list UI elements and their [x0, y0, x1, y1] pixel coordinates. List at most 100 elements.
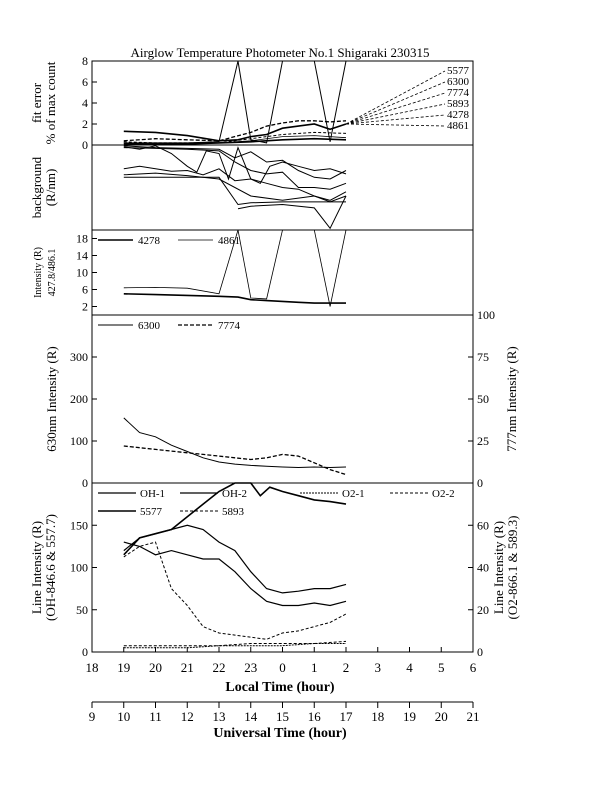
- universal-x-tick-label: 20: [435, 709, 448, 724]
- y-tick-label-right: 100: [477, 308, 495, 322]
- panel-630-777: 0 100 200 300 0 25 50 75 100 630nm Intensity (R) 7…: [44, 308, 519, 490]
- series-line-4278: [123, 293, 346, 304]
- y-axis-label: 630nm Intensity (R): [44, 346, 59, 451]
- series-line-5893: [123, 131, 347, 144]
- local-x-tick-label: 3: [375, 660, 382, 675]
- y-tick-label: 0: [82, 476, 88, 490]
- universal-x-tick-label: 9: [89, 709, 96, 724]
- panel-fit-error: 0 2 4 6 8 fit error% of max count 557763007774…: [29, 54, 474, 152]
- legend-leader-7774: [345, 92, 446, 125]
- local-x-tick-label: 4: [406, 660, 413, 675]
- y-tick-label: 2: [82, 300, 88, 314]
- y-tick-label: 0: [82, 138, 88, 152]
- y-tick-label-right: 0: [477, 476, 483, 490]
- universal-x-tick-label: 16: [308, 709, 322, 724]
- y-tick-label-right: 0: [477, 645, 483, 659]
- y-axis-label: Intensity (R): [33, 247, 44, 298]
- series-line-7774: [123, 445, 347, 476]
- series-line-bg-0: [123, 145, 347, 184]
- y-axis-label: background: [29, 156, 44, 218]
- y-tick-label: 4: [82, 96, 88, 110]
- legend-leader-4861: [345, 123, 446, 127]
- legend-label-O2-2: O2-2: [432, 488, 455, 500]
- local-x-tick-label: 6: [470, 660, 477, 675]
- legend-label-4861: 4861: [447, 120, 469, 132]
- series-line-4861: [123, 135, 347, 145]
- legend-leader-5577: [345, 70, 446, 125]
- legend-leader-4278: [345, 114, 446, 125]
- y-tick-label-right: 50: [477, 392, 489, 406]
- panel-frame: [91, 314, 474, 484]
- y-tick-label: 100: [70, 434, 88, 448]
- y-axis-label-right: Line Intensity (R): [491, 521, 506, 614]
- universal-x-tick-label: 21: [467, 709, 480, 724]
- legend-label-6300: 6300: [447, 76, 470, 88]
- y-axis-label: (R/nm): [43, 169, 58, 207]
- universal-x-tick-label: 18: [371, 709, 384, 724]
- local-x-tick-label: 1: [311, 660, 318, 675]
- y-tick-label: 10: [76, 266, 88, 280]
- universal-time-axis-label: Universal Time (hour): [213, 726, 347, 741]
- y-tick-label: 8: [82, 54, 88, 68]
- y-axis-label: fit error: [29, 82, 44, 123]
- local-time-axis-label: Local Time (hour): [225, 680, 334, 695]
- universal-x-tick-label: 12: [181, 709, 194, 724]
- universal-x-tick-label: 19: [403, 709, 416, 724]
- universal-x-tick-label: 15: [276, 709, 289, 724]
- local-x-tick-label: 20: [149, 660, 162, 675]
- x-axes-group: Local Time (hour) Universal Time (hour) …: [86, 647, 480, 741]
- local-x-tick-label: 2: [343, 660, 350, 675]
- y-axis-label: 427.8/486.1: [47, 249, 58, 297]
- legend-label-5893: 5893: [447, 98, 470, 110]
- local-x-tick-label: 21: [181, 660, 194, 675]
- y-tick-label: 50: [76, 603, 88, 617]
- series-line-bg-2: [123, 147, 347, 190]
- y-tick-label: 300: [70, 350, 88, 364]
- legend-label-5893: 5893: [222, 506, 245, 518]
- series-line-5577: [123, 123, 347, 142]
- legend-label-5577: 5577: [447, 65, 470, 77]
- universal-x-tick-label: 17: [340, 709, 354, 724]
- local-x-tick-label: 19: [117, 660, 130, 675]
- y-tick-label-right: 25: [477, 434, 489, 448]
- local-x-tick-label: 22: [213, 660, 226, 675]
- series-line-bg-3: [123, 165, 347, 201]
- series-line-6300: [123, 417, 347, 469]
- series-line-5893: [123, 541, 347, 640]
- legend-leader-6300: [345, 81, 446, 125]
- series-line-OH-1: [123, 524, 347, 594]
- series-line-bg-6: [237, 195, 347, 230]
- universal-x-tick-label: 14: [244, 709, 258, 724]
- y-tick-label: 2: [82, 117, 88, 131]
- legend-label-5577: 5577: [140, 506, 163, 518]
- y-tick-label: 100: [70, 561, 88, 575]
- y-tick-label-right: 75: [477, 350, 489, 364]
- y-tick-label: 150: [70, 518, 88, 532]
- series-line-OH-2: [123, 541, 347, 607]
- y-tick-label: 0: [82, 645, 88, 659]
- y-tick-label-right: 60: [477, 518, 489, 532]
- universal-x-tick-label: 13: [213, 709, 226, 724]
- legend-label-O2-1: O2-1: [342, 488, 365, 500]
- y-tick-label-right: 20: [477, 603, 489, 617]
- legend-leader-5893: [345, 103, 446, 125]
- series-line-4861: [123, 229, 347, 307]
- legend-label-6300: 6300: [138, 320, 161, 332]
- local-x-tick-label: 0: [279, 660, 286, 675]
- series-line-O2-2: [123, 640, 347, 647]
- panel-background: background (R/nm): [29, 144, 474, 231]
- legend-label-OH-2: OH-2: [222, 488, 247, 500]
- local-x-tick-label: 23: [244, 660, 257, 675]
- y-tick-label: 6: [82, 283, 88, 297]
- y-axis-label: Line Intensity (R): [29, 521, 44, 614]
- legend-label-4278: 4278: [138, 235, 161, 247]
- series-line-bg-5: [123, 176, 346, 206]
- legend-label-7774: 7774: [447, 87, 470, 99]
- y-axis-label: (OH-846.6 & 557.7): [43, 514, 58, 621]
- series-line-6300: [123, 60, 347, 144]
- local-x-tick-label: 5: [438, 660, 445, 675]
- y-tick-label: 14: [76, 249, 88, 263]
